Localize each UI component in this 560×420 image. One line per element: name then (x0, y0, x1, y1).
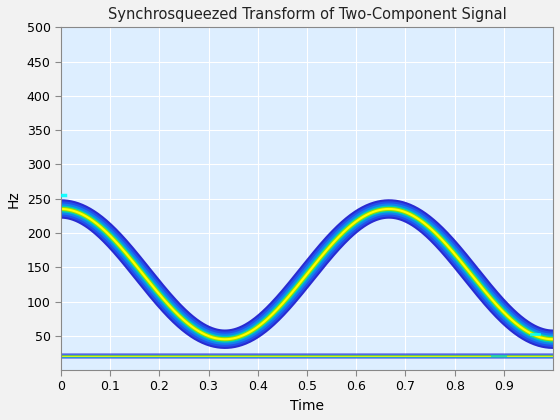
X-axis label: Time: Time (290, 399, 324, 413)
Y-axis label: Hz: Hz (7, 190, 21, 207)
Title: Synchrosqueezed Transform of Two-Component Signal: Synchrosqueezed Transform of Two-Compone… (108, 7, 506, 22)
